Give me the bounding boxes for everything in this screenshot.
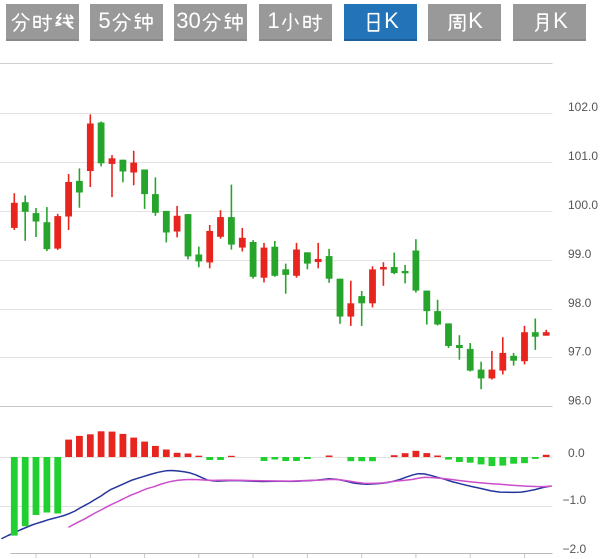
svg-text:96.0: 96.0 <box>568 394 592 408</box>
svg-text:100.0: 100.0 <box>568 198 598 212</box>
svg-text:101.0: 101.0 <box>568 149 598 163</box>
svg-text:99.0: 99.0 <box>568 247 592 261</box>
svg-text:98.0: 98.0 <box>568 296 592 310</box>
svg-text:102.0: 102.0 <box>568 100 598 114</box>
svg-text:0.0: 0.0 <box>568 446 585 460</box>
svg-text:97.0: 97.0 <box>568 345 592 359</box>
svg-text:−1.0: −1.0 <box>563 493 587 507</box>
svg-text:−2.0: −2.0 <box>563 542 587 556</box>
